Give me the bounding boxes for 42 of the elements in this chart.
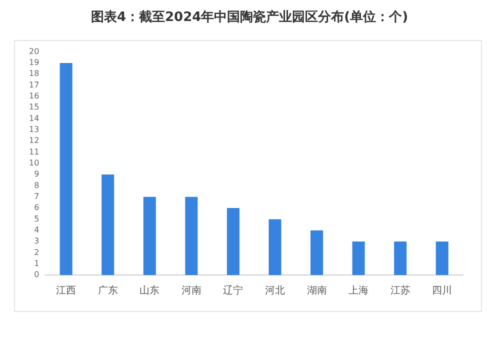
y-tick-label: 0 <box>34 270 40 280</box>
y-tick-label: 9 <box>34 170 40 179</box>
bar <box>268 219 282 275</box>
x-tick-label: 广东 <box>98 284 118 297</box>
y-tick-label: 14 <box>28 114 40 123</box>
y-tick-label: 3 <box>34 236 40 246</box>
x-tick-label: 湖南 <box>306 284 327 297</box>
y-tick-label: 11 <box>28 147 40 156</box>
y-tick-label: 17 <box>28 80 40 90</box>
y-tick-label: 20 <box>28 46 40 56</box>
y-tick-label: 8 <box>34 180 40 190</box>
bar <box>185 196 198 275</box>
bar <box>102 174 114 275</box>
bar <box>143 196 156 275</box>
x-tick-label: 辽宁 <box>223 284 244 297</box>
bar <box>226 208 240 275</box>
chart-title: 图表4：截至2024年中国陶瓷产业园区分布(单位：个) <box>90 8 410 26</box>
x-tick-label: 四川 <box>432 284 452 297</box>
y-tick-label: 7 <box>34 192 40 201</box>
x-tick-label: 上海 <box>348 284 369 297</box>
x-tick-label: 山东 <box>140 284 160 297</box>
bar <box>310 230 324 275</box>
y-tick-label: 4 <box>34 225 40 234</box>
y-tick-label: 16 <box>28 92 40 101</box>
x-tick-label: 江西 <box>56 284 76 297</box>
bar <box>352 242 365 275</box>
bar <box>394 242 407 275</box>
y-tick-label: 13 <box>28 125 40 134</box>
bar <box>436 242 448 275</box>
y-tick-label: 15 <box>28 102 40 112</box>
x-tick-label: 河南 <box>181 284 202 297</box>
bar <box>60 62 72 275</box>
y-tick-label: 2 <box>34 248 40 257</box>
y-tick-label: 10 <box>28 158 40 168</box>
y-tick-label: 12 <box>28 136 40 146</box>
y-tick-label: 5 <box>34 214 40 224</box>
y-tick-label: 18 <box>28 69 40 78</box>
x-tick-label: 江苏 <box>390 284 410 297</box>
y-tick-label: 19 <box>28 58 40 68</box>
x-tick-label: 河北 <box>264 284 285 297</box>
y-tick-label: 1 <box>34 258 40 268</box>
y-tick-label: 6 <box>34 203 40 212</box>
